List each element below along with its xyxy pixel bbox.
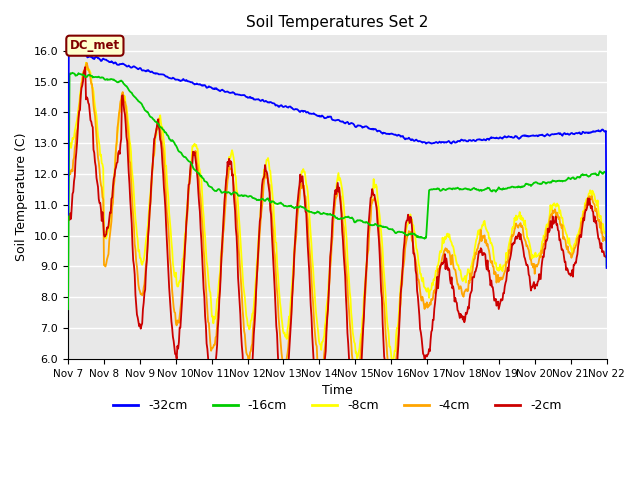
Y-axis label: Soil Temperature (C): Soil Temperature (C) [15, 133, 28, 262]
Title: Soil Temperatures Set 2: Soil Temperatures Set 2 [246, 15, 429, 30]
Legend: -32cm, -16cm, -8cm, -4cm, -2cm: -32cm, -16cm, -8cm, -4cm, -2cm [108, 395, 566, 418]
X-axis label: Time: Time [322, 384, 353, 397]
Text: DC_met: DC_met [70, 39, 120, 52]
